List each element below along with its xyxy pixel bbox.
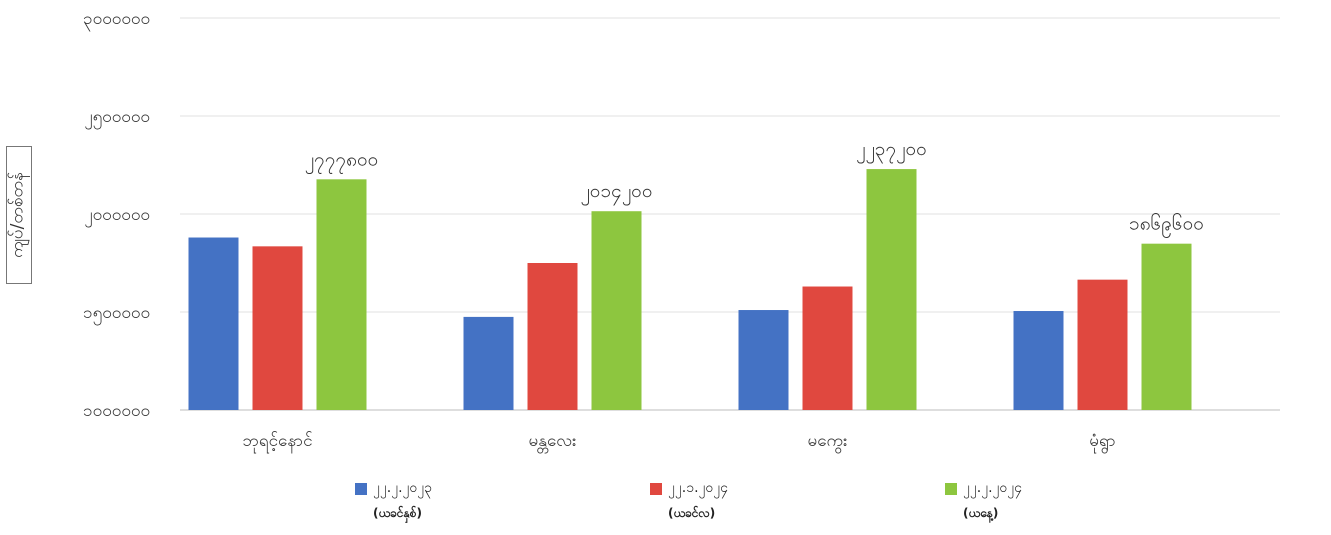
y-tick-label: ၃၀၀၀၀၀၀: [83, 9, 150, 32]
y-axis-title-box: ကျပ်/တစ်တန်: [6, 146, 32, 284]
bar: [463, 316, 514, 410]
bar: [1077, 279, 1128, 410]
data-label: ၂၀၁၄၂၀၀: [580, 180, 652, 206]
legend-label: ၂၂.၂.၂၀၂၃: [373, 480, 433, 496]
data-label: ၂၂၃၇၂၀၀: [856, 138, 927, 164]
legend-note: (ယနေ့): [963, 506, 999, 520]
bar: [866, 169, 917, 410]
legend-label: ၂၂.၂.၂၀၂၄: [963, 480, 1023, 496]
y-axis-title: ကျပ်/တစ်တန်: [7, 172, 28, 258]
legend-note: (ယခင်လ): [668, 506, 716, 520]
bar: [1141, 243, 1192, 410]
bar: [738, 310, 789, 410]
legend-item-previous-month: ၂၂.၁.၂၀၂၄ (ယခင်လ): [650, 478, 728, 523]
bar: [527, 263, 578, 410]
y-tick-label: ၂၅၀၀၀၀၀: [84, 107, 150, 130]
bar: [802, 286, 853, 410]
y-tick-label: ၁၀၀၀၀၀၀: [83, 401, 150, 421]
bar: [1013, 311, 1064, 410]
bar: [591, 211, 642, 410]
y-tick-label: ၂၀၀၀၀၀၀: [84, 205, 150, 228]
data-label: ၂၇၇၇၈၀၀: [305, 148, 379, 174]
x-tick-label: ဘုရင့်နောင်: [242, 431, 312, 454]
x-tick-label: မန္တလေး: [529, 431, 577, 454]
legend-swatch-green: [945, 482, 957, 495]
legend-label: ၂၂.၁.၂၀၂၄: [668, 480, 729, 496]
legend-note: (ယခင်နှစ်): [373, 506, 422, 520]
y-tick-label: ၁၅၀၀၀၀၀: [83, 303, 150, 326]
x-tick-label: မကွေး: [808, 431, 848, 454]
data-label: ၁၈၆၉၆၀၀: [1129, 212, 1204, 239]
legend-swatch-red: [650, 482, 662, 495]
bar: [316, 179, 367, 410]
bar: [188, 237, 239, 410]
legend-item-previous-year: ၂၂.၂.၂၀၂၃ (ယခင်နှစ်): [355, 478, 432, 523]
x-tick-label: မုံရွာ: [1089, 431, 1115, 454]
legend-item-today: ၂၂.၂.၂၀၂၄ (ယနေ့): [945, 478, 1022, 523]
bar: [252, 246, 303, 410]
legend-swatch-blue: [355, 482, 367, 495]
